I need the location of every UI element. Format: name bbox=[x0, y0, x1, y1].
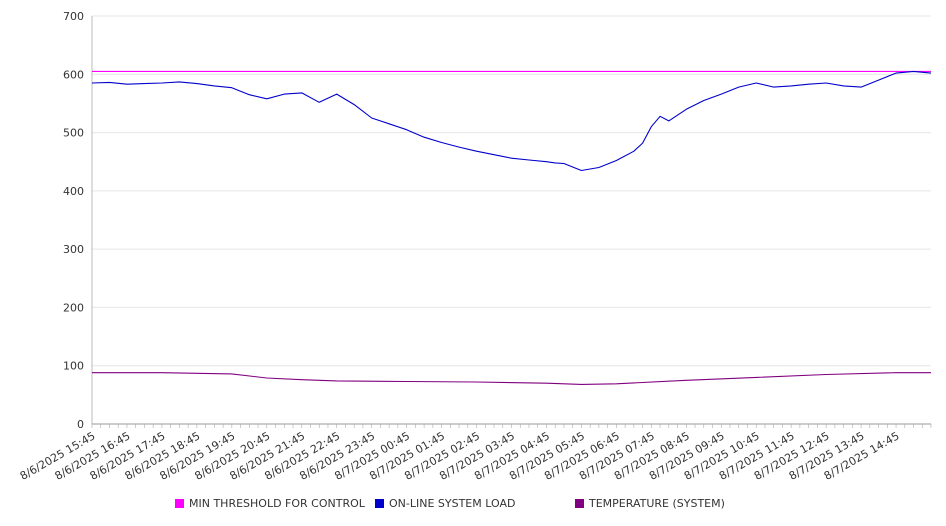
series-line-2 bbox=[92, 372, 931, 385]
y-tick-label: 100 bbox=[63, 360, 84, 373]
y-tick-label: 700 bbox=[63, 10, 84, 23]
legend-swatch-temperature bbox=[575, 499, 584, 508]
y-tick-label: 400 bbox=[63, 185, 84, 198]
legend-item-min-threshold[interactable]: MIN THRESHOLD FOR CONTROL bbox=[175, 497, 365, 510]
x-axis: 8/6/2025 15:458/6/2025 16:458/6/2025 17:… bbox=[18, 423, 932, 483]
legend: MIN THRESHOLD FOR CONTROL ON-LINE SYSTEM… bbox=[0, 497, 946, 515]
legend-label-temperature: TEMPERATURE (SYSTEM) bbox=[589, 497, 725, 510]
series-layer bbox=[91, 70, 932, 385]
legend-item-system-load[interactable]: ON-LINE SYSTEM LOAD bbox=[375, 497, 515, 510]
y-tick-label: 300 bbox=[63, 243, 84, 256]
y-tick-label: 500 bbox=[63, 127, 84, 140]
y-tick-label: 0 bbox=[77, 418, 84, 431]
legend-label-min-threshold: MIN THRESHOLD FOR CONTROL bbox=[189, 497, 365, 510]
legend-swatch-system-load bbox=[375, 499, 384, 508]
legend-label-system-load: ON-LINE SYSTEM LOAD bbox=[389, 497, 516, 510]
legend-item-temperature[interactable]: TEMPERATURE (SYSTEM) bbox=[575, 497, 725, 510]
legend-swatch-min-threshold bbox=[175, 499, 184, 508]
series-line-1 bbox=[91, 70, 932, 172]
y-tick-label: 600 bbox=[63, 68, 84, 81]
grid-lines bbox=[92, 15, 931, 367]
y-axis: 0 100 200 300 400 500 600 700 bbox=[63, 10, 93, 431]
line-chart: 0 100 200 300 400 500 600 700 8/6/2025 15:458/6… bbox=[18, 10, 932, 483]
y-tick-label: 200 bbox=[63, 301, 84, 314]
